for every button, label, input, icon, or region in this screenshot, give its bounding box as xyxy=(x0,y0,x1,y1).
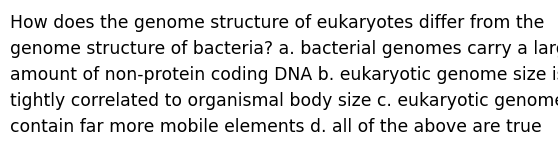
Text: tightly correlated to organismal body size c. eukaryotic genomes: tightly correlated to organismal body si… xyxy=(10,92,558,110)
Text: amount of non-protein coding DNA b. eukaryotic genome size is: amount of non-protein coding DNA b. euka… xyxy=(10,66,558,84)
Text: How does the genome structure of eukaryotes differ from the: How does the genome structure of eukaryo… xyxy=(10,14,544,32)
Text: genome structure of bacteria? a. bacterial genomes carry a large: genome structure of bacteria? a. bacteri… xyxy=(10,40,558,58)
Text: contain far more mobile elements d. all of the above are true: contain far more mobile elements d. all … xyxy=(10,118,542,136)
